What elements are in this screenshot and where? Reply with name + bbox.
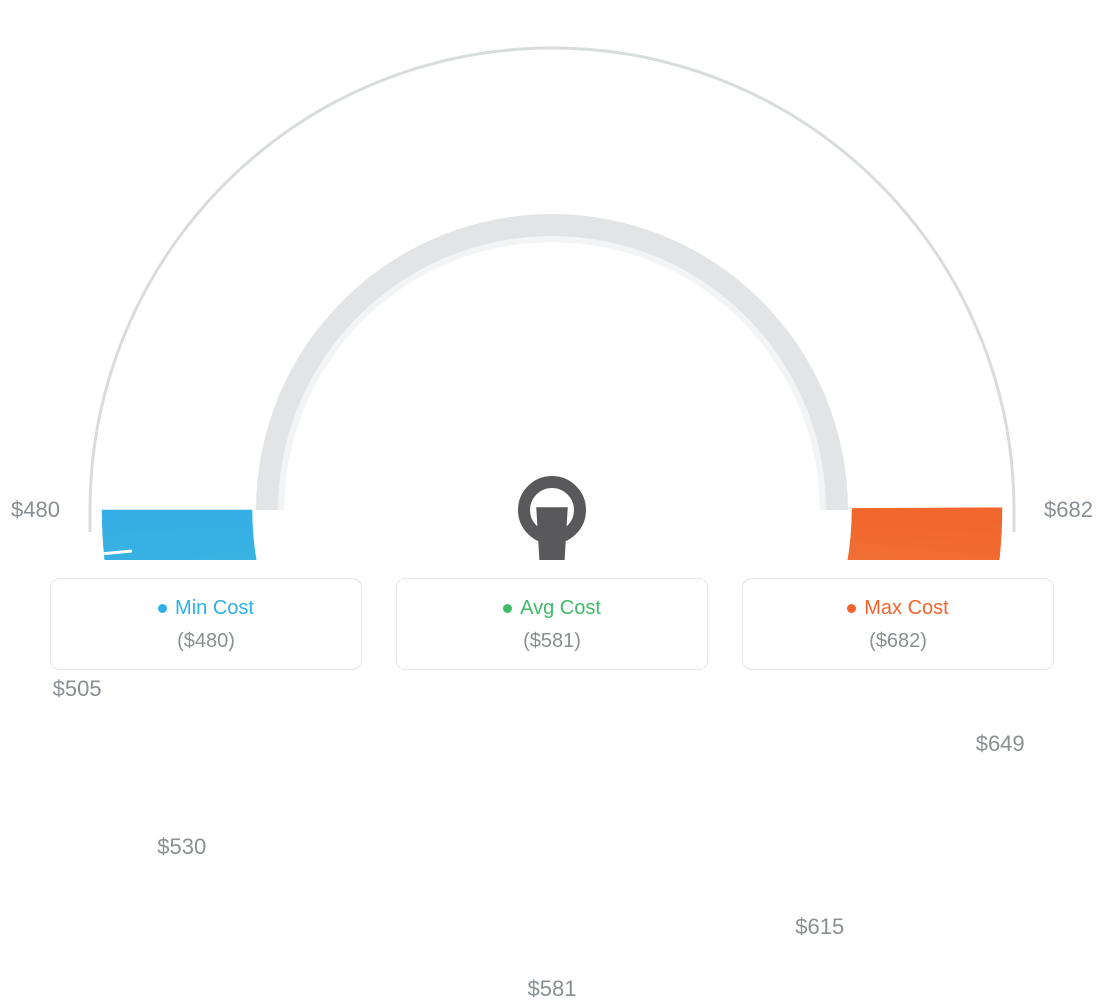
legend-max-label: Max Cost: [864, 597, 948, 620]
legend-min-label: Min Cost: [175, 597, 254, 620]
gauge-tick-label: $530: [157, 834, 206, 860]
legend-row: Min Cost ($480) Avg Cost ($581) Max Cost…: [50, 578, 1054, 670]
legend-card-min: Min Cost ($480): [50, 578, 362, 670]
legend-max-value: ($682): [753, 630, 1043, 653]
legend-avg-value: ($581): [407, 630, 697, 653]
gauge-tick-label: $615: [795, 914, 844, 940]
gauge: $480$505$530$581$615$649$682: [0, 0, 1104, 560]
gauge-chart-container: $480$505$530$581$615$649$682 Min Cost ($…: [0, 0, 1104, 690]
gauge-tick-label: $649: [976, 731, 1025, 757]
gauge-inner-ring: [256, 214, 848, 510]
legend-title-max: Max Cost: [847, 597, 948, 620]
legend-card-max: Max Cost ($682): [742, 578, 1054, 670]
legend-card-avg: Avg Cost ($581): [396, 578, 708, 670]
gauge-tick-label: $682: [1044, 497, 1093, 523]
dot-icon: [847, 604, 856, 613]
gauge-tick-label: $480: [11, 497, 60, 523]
dot-icon: [158, 604, 167, 613]
legend-avg-label: Avg Cost: [520, 597, 601, 620]
gauge-scale-arc: [90, 48, 1014, 510]
legend-title-min: Min Cost: [158, 597, 254, 620]
legend-min-value: ($480): [61, 630, 351, 653]
dot-icon: [503, 604, 512, 613]
gauge-tick-label: $581: [528, 976, 577, 1002]
legend-title-avg: Avg Cost: [503, 597, 601, 620]
gauge-tick-label: $505: [53, 676, 102, 702]
